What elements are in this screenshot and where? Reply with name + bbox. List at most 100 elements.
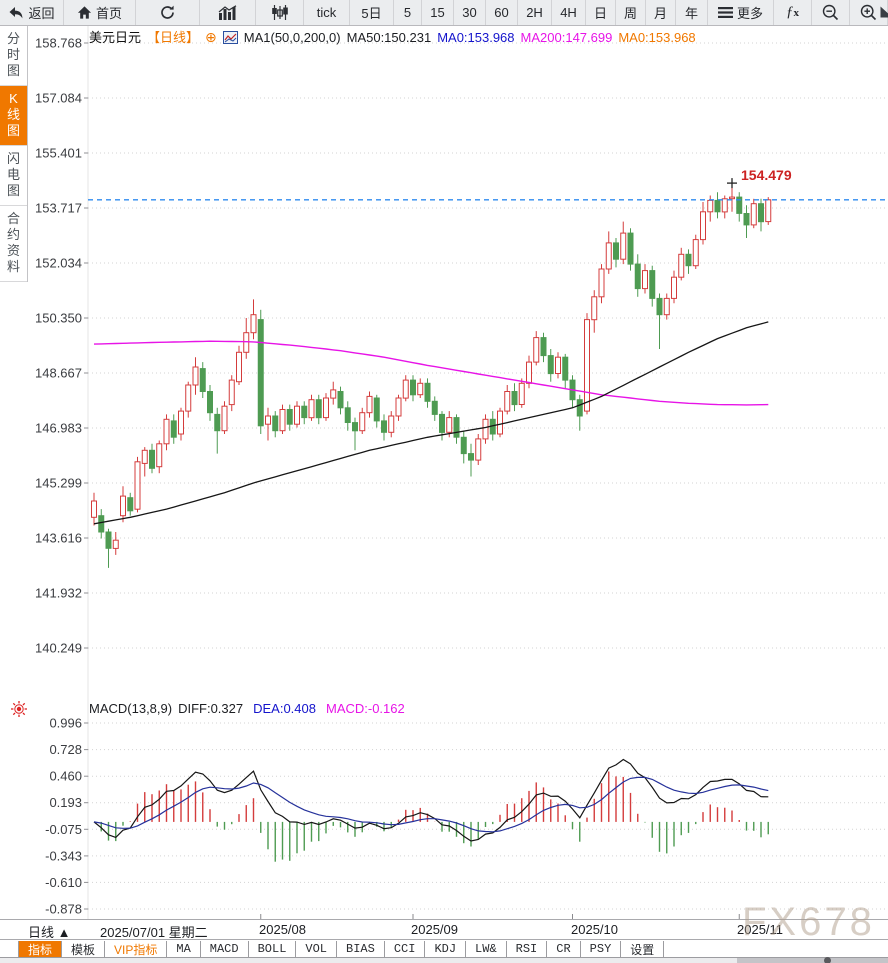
high-price-label: 154.479 <box>741 167 792 183</box>
first-date-label: 2025/07/01 星期二 <box>100 925 208 940</box>
interval-4h-button[interactable]: 4H <box>552 0 586 25</box>
ma0-value-orange: MA0:153.968 <box>618 30 696 45</box>
tab-flash-chart[interactable]: 闪电图 <box>0 146 27 206</box>
interval-year-button-label: 年 <box>684 6 698 21</box>
macd-tick-label: 0.460 <box>49 769 82 784</box>
horizontal-scrollbar[interactable] <box>0 957 888 963</box>
interval-15-button[interactable]: 15 <box>422 0 454 25</box>
tab-contract-info[interactable]: 合约资料 <box>0 206 27 282</box>
lw-button[interactable]: LW& <box>466 941 507 957</box>
macd-pane <box>93 758 769 862</box>
interval-4h-button-label: 4H <box>560 5 577 20</box>
back-button[interactable]: 返回 <box>0 0 64 25</box>
overlay-chart-icon <box>222 30 238 45</box>
kdj-button[interactable]: KDJ <box>425 941 467 957</box>
interval-day-button[interactable]: 日 <box>586 0 616 25</box>
interval-year-button[interactable]: 年 <box>676 0 708 25</box>
macd-tick-label: -0.878 <box>45 902 82 917</box>
price-axis: 158.768 157.084 155.401 153.717 152.034 150.3… <box>35 26 886 919</box>
dea-value: DEA:0.408 <box>253 701 316 716</box>
price-tick-label: 153.717 <box>35 201 82 216</box>
macd-tick-label: -0.343 <box>45 848 82 863</box>
macd-diff-line <box>93 758 769 842</box>
settings-button[interactable]: 设置 <box>621 941 665 957</box>
formula-button[interactable]: ƒx <box>774 0 812 25</box>
interval-month-button-label: 月 <box>653 6 667 21</box>
ma-button[interactable]: MA <box>167 941 201 957</box>
interval-5d-button-label: 5日 <box>361 6 382 21</box>
price-tick-label: 155.401 <box>35 146 82 161</box>
indicator-button[interactable]: 指标 <box>18 941 63 957</box>
home-button[interactable]: 首页 <box>64 0 136 25</box>
interval-60-button[interactable]: 60 <box>486 0 518 25</box>
macd-tick-label: -0.075 <box>45 822 82 837</box>
bias-button[interactable]: BIAS <box>337 941 385 957</box>
tab-time-chart[interactable]: 分时图 <box>0 26 27 86</box>
boll-button[interactable]: BOLL <box>249 941 297 957</box>
price-tick-label: 145.299 <box>35 476 82 491</box>
back-button-label: 返回 <box>28 6 55 21</box>
interval-week-button-label: 周 <box>623 6 637 21</box>
ma200-value: MA200:147.699 <box>520 30 613 45</box>
interval-2h-button[interactable]: 2H <box>518 0 552 25</box>
interval-tick-button-label: tick <box>316 5 337 20</box>
more-button-label: 更多 <box>736 6 763 21</box>
interval-2h-button-label: 2H <box>526 5 543 20</box>
vip-indicator-button[interactable]: VIP指标 <box>105 941 168 957</box>
corner-tool-icon[interactable] <box>880 6 888 18</box>
macd-tick-label: 0.728 <box>49 742 82 757</box>
volume-chart-button[interactable] <box>200 0 256 25</box>
home-button-label: 首页 <box>95 6 122 21</box>
interval-30-button-label: 30 <box>462 5 477 20</box>
template-button[interactable]: 模板 <box>62 941 106 957</box>
interval-week-button[interactable]: 周 <box>616 0 646 25</box>
more-button[interactable]: 更多 <box>708 0 774 25</box>
cci-button[interactable]: CCI <box>385 941 426 957</box>
high-marker: 154.479 <box>727 167 792 189</box>
macd-tick-label: 0.996 <box>49 716 82 731</box>
price-tick-label: 141.932 <box>35 586 82 601</box>
interval-30-button[interactable]: 30 <box>454 0 486 25</box>
price-tick-label: 148.667 <box>35 366 82 381</box>
ma50-value: MA50:150.231 <box>346 30 432 45</box>
add-indicator-icon[interactable]: ⊕ <box>205 29 217 45</box>
indicator-toolbar: 指标 模板 VIP指标 MA MACD BOLL VOL BIAS CCI KDJ LW& RSI CR… <box>0 941 888 958</box>
psy-button[interactable]: PSY <box>581 941 622 957</box>
tick-chart-button[interactable] <box>256 0 304 25</box>
price-tick-label: 157.084 <box>35 91 82 106</box>
price-tick-label: 158.768 <box>35 36 82 51</box>
month-label: 2025/11 <box>737 922 784 937</box>
vol-button[interactable]: VOL <box>296 941 338 957</box>
ma200-line <box>93 340 769 406</box>
macd-axis: 0.996 0.728 0.460 0.193 -0.075 -0.343 -0.610 -0… <box>45 716 886 917</box>
top-toolbar: 返回 首页 tick 5日 5 15 30 60 2H 4H 日 周 月 年 更多 ƒx <box>0 0 888 26</box>
chart-header: 美元日元 【日线】 ⊕ MA1(50,0,200,0) MA50:150.231 MA0:… <box>89 27 702 46</box>
rsi-button[interactable]: RSI <box>507 941 548 957</box>
interval-month-button[interactable]: 月 <box>646 0 676 25</box>
indicator-settings-icon[interactable] <box>10 700 28 718</box>
macd-value: MACD:-0.162 <box>325 701 405 716</box>
interval-60-button-label: 60 <box>494 5 509 20</box>
interval-15-button-label: 15 <box>430 5 445 20</box>
macd-settings-label: MACD(13,8,9) <box>89 701 173 716</box>
interval-5d-button[interactable]: 5日 <box>350 0 394 25</box>
refresh-button[interactable] <box>136 0 200 25</box>
scrollbar-handle-dot[interactable] <box>824 957 831 963</box>
interval-day-button-label: 日 <box>593 6 607 21</box>
macd-button[interactable]: MACD <box>201 941 249 957</box>
month-label: 2025/08 <box>259 922 306 937</box>
period-selector[interactable]: 日线 ▲ <box>28 925 71 940</box>
interval-tick-button[interactable]: tick <box>304 0 350 25</box>
month-label: 2025/10 <box>571 922 618 937</box>
interval-5-button[interactable]: 5 <box>394 0 422 25</box>
cr-button[interactable]: CR <box>547 941 581 957</box>
zoom-out-button[interactable] <box>812 0 850 25</box>
interval-5-button-label: 5 <box>403 5 412 20</box>
scrollbar-thumb[interactable] <box>737 958 888 963</box>
price-tick-label: 150.350 <box>35 311 82 326</box>
macd-header: MACD(13,8,9) DIFF:0.327 DEA:0.408 MACD:-0.1… <box>89 701 415 716</box>
